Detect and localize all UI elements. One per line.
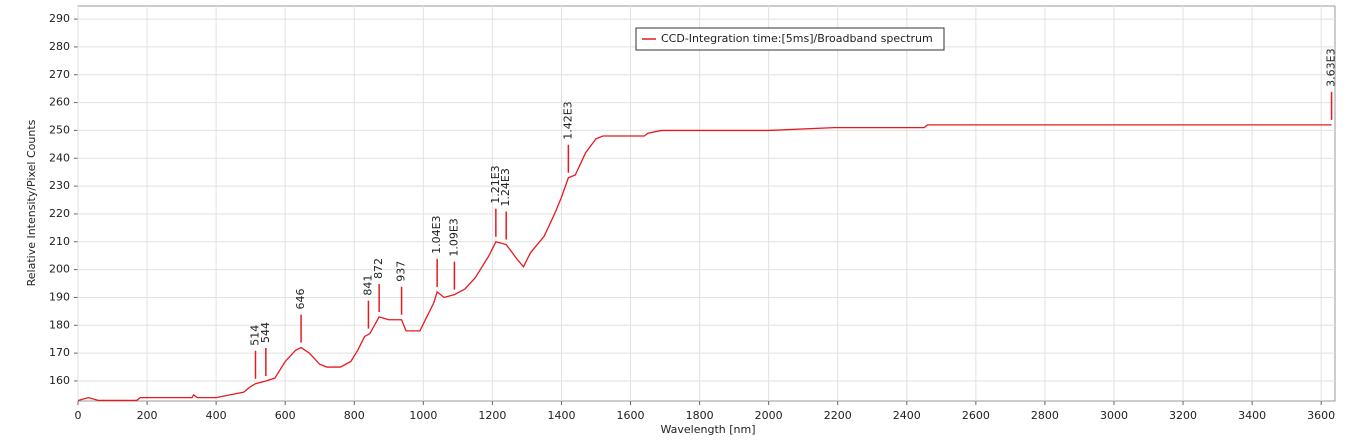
y-tick-label: 170 <box>49 346 70 359</box>
y-tick-label: 290 <box>49 12 70 25</box>
x-tick-label: 2600 <box>962 409 990 422</box>
x-tick-label: 1800 <box>686 409 714 422</box>
x-tick-label: 3600 <box>1307 409 1335 422</box>
y-tick-label: 160 <box>49 374 70 387</box>
y-tick-label: 270 <box>49 68 70 81</box>
y-tick-label: 280 <box>49 40 70 53</box>
x-tick-label: 2800 <box>1031 409 1059 422</box>
peak-label: 1.21E3 <box>489 165 502 203</box>
y-tick-label: 200 <box>49 263 70 276</box>
series-line <box>77 124 1332 402</box>
peak-label: 1.04E3 <box>430 215 443 253</box>
peak-label: 872 <box>372 258 385 279</box>
x-tick-label: 3400 <box>1238 409 1266 422</box>
x-tick-label: 1200 <box>478 409 506 422</box>
x-tick-label: 2400 <box>893 409 921 422</box>
x-tick-label: 0 <box>75 409 82 422</box>
x-tick-label: 2200 <box>824 409 852 422</box>
x-tick-label: 600 <box>275 409 296 422</box>
peak-label: 1.09E3 <box>447 218 460 256</box>
y-tick-label: 250 <box>49 123 70 136</box>
plot-area <box>77 5 1336 402</box>
y-tick-label: 180 <box>49 318 70 331</box>
peak-label: 841 <box>361 275 374 296</box>
y-tick-label: 260 <box>49 96 70 109</box>
x-tick-label: 1400 <box>547 409 575 422</box>
peak-label: 544 <box>259 322 272 343</box>
x-tick-label: 3000 <box>1100 409 1128 422</box>
x-tick-label: 400 <box>206 409 227 422</box>
x-axis-label: Wavelength [nm] <box>660 423 755 436</box>
x-tick-label: 200 <box>137 409 158 422</box>
y-tick-label: 190 <box>49 290 70 303</box>
peak-label: 646 <box>294 289 307 310</box>
legend-label: CCD-Integration time:[5ms]/Broadband spe… <box>661 32 933 45</box>
y-tick-label: 230 <box>49 179 70 192</box>
x-tick-label: 2000 <box>755 409 783 422</box>
peak-label: 1.24E3 <box>499 168 512 206</box>
peak-label: 3.63E3 <box>1325 48 1338 86</box>
x-tick-label: 1600 <box>617 409 645 422</box>
y-tick-label: 240 <box>49 151 70 164</box>
x-tick-label: 1000 <box>409 409 437 422</box>
x-tick-label: 800 <box>344 409 365 422</box>
y-axis-label: Relative Intensity/Pixel Counts <box>25 119 38 286</box>
y-tick-label: 220 <box>49 207 70 220</box>
legend-box <box>635 27 945 51</box>
peak-label: 514 <box>248 325 261 346</box>
y-tick-label: 210 <box>49 235 70 248</box>
x-tick-label: 3200 <box>1169 409 1197 422</box>
peak-label: 1.42E3 <box>561 101 574 139</box>
peak-label: 937 <box>395 261 408 282</box>
